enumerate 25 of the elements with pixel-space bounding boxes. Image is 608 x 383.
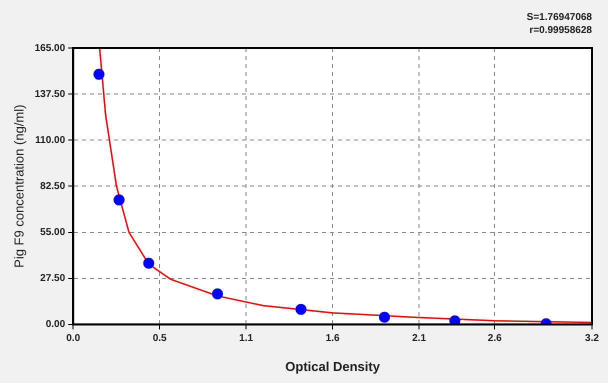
y-tick-label: 137.50: [34, 88, 66, 100]
text: S=1.76947068: [526, 12, 592, 23]
text: r=0.99958628: [529, 24, 592, 36]
point: [93, 68, 104, 80]
x-tick-label: 2.1: [412, 333, 426, 344]
y-tick-label: 55.00: [40, 227, 66, 238]
point: [143, 258, 154, 269]
point: [378, 312, 390, 323]
y-tick-label: 165.00: [34, 42, 66, 54]
x-tick-label: 0.5: [152, 333, 168, 344]
point: [449, 315, 460, 324]
x-axis-title: Optical Density: [285, 358, 381, 374]
x-tick-label: 3.2: [585, 333, 600, 344]
y-tick-label: 82.50: [40, 180, 66, 192]
x-tick-label: 0.0: [66, 333, 81, 344]
point: [295, 304, 306, 315]
x-tick-label: 1.1: [239, 333, 254, 344]
y-tick-label: 27.50: [40, 273, 66, 284]
x-tick-label: 1.6: [326, 333, 340, 344]
y-tick-label: 0.00: [46, 319, 66, 330]
y-axis-title: Pig F9 concentration (ng/ml): [11, 104, 26, 268]
point: [212, 288, 223, 300]
point: [114, 194, 125, 206]
y-tick-label: 110.00: [35, 134, 66, 146]
x-tick-label: 2.6: [488, 333, 502, 344]
